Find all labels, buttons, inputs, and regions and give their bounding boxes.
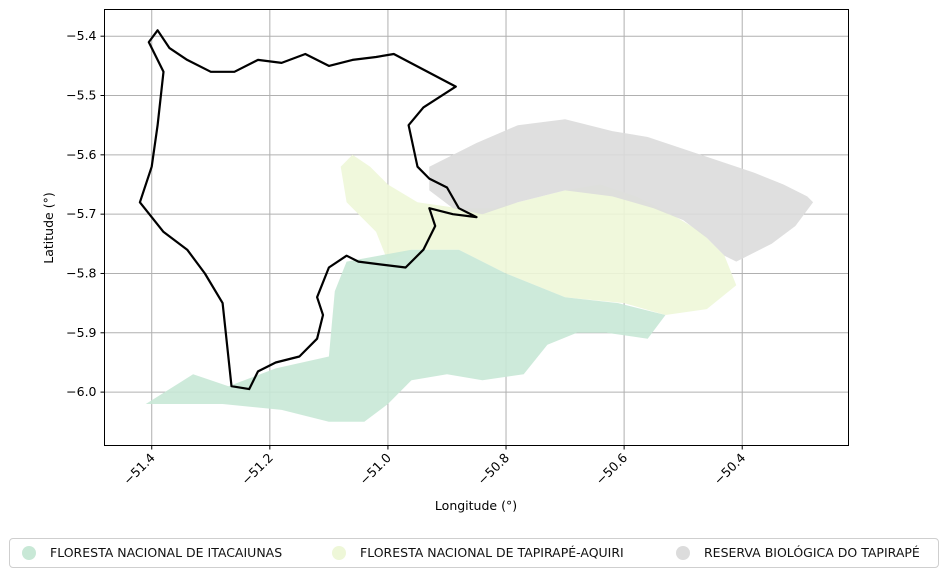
- y-tick-label: −6.0: [66, 384, 96, 399]
- territory-outline[interactable]: [138, 29, 478, 391]
- x-axis-label: Longitude (°): [435, 498, 517, 513]
- x-axis-ticks: −51.4 −51.2 −51.0 −50.8 −50.6 −50.4: [120, 445, 749, 488]
- x-tick-label: −51.2: [238, 450, 276, 488]
- legend-item-reserva-tapirape[interactable]: RESERVA BIOLÓGICA DO TAPIRAPÉ: [676, 545, 920, 560]
- y-tick-label: −5.5: [66, 88, 96, 103]
- reserva-tapirape-area[interactable]: [429, 119, 814, 262]
- legend-marker-tapirape-aquiri: [332, 545, 346, 560]
- legend-item-tapirape-aquiri[interactable]: FLORESTA NACIONAL DE TAPIRAPÉ-AQUIRI: [332, 545, 624, 560]
- legend-label-itacaiunas: FLORESTA NACIONAL DE ITACAIUNAS: [50, 545, 283, 560]
- x-tick-label: −51.4: [120, 450, 158, 488]
- legend-label-tapirape-aquiri: FLORESTA NACIONAL DE TAPIRAPÉ-AQUIRI: [360, 545, 624, 560]
- x-tick-label: −50.6: [593, 450, 631, 488]
- y-tick-label: −5.6: [66, 147, 96, 162]
- legend-marker-reserva-tapirape: [676, 545, 690, 560]
- y-axis-label: Latitude (°): [41, 192, 56, 263]
- x-tick-label: −51.0: [356, 450, 394, 488]
- legend-item-itacaiunas[interactable]: FLORESTA NACIONAL DE ITACAIUNAS: [22, 545, 282, 560]
- y-tick-label: −5.7: [66, 206, 96, 221]
- itacaiunas-area[interactable]: [145, 249, 666, 422]
- y-tick-label: −5.4: [66, 28, 96, 43]
- x-tick-label: −50.4: [711, 450, 749, 488]
- plot-frame: [104, 9, 849, 446]
- tapirape-aquiri-area[interactable]: [340, 154, 737, 315]
- legend-label-reserva-tapirape: RESERVA BIOLÓGICA DO TAPIRAPÉ: [704, 545, 920, 560]
- legend-marker-itacaiunas: [22, 545, 36, 560]
- y-tick-label: −5.8: [66, 265, 96, 280]
- x-tick-label: −50.8: [474, 450, 512, 488]
- y-tick-label: −5.9: [66, 325, 96, 340]
- protected-areas: [138, 29, 814, 422]
- legend: FLORESTA NACIONAL DE ITACAIUNAS FLORESTA…: [9, 538, 939, 568]
- y-axis-ticks: −5.4 −5.5 −5.6 −5.7 −5.8 −5.9 −6.0: [66, 28, 105, 399]
